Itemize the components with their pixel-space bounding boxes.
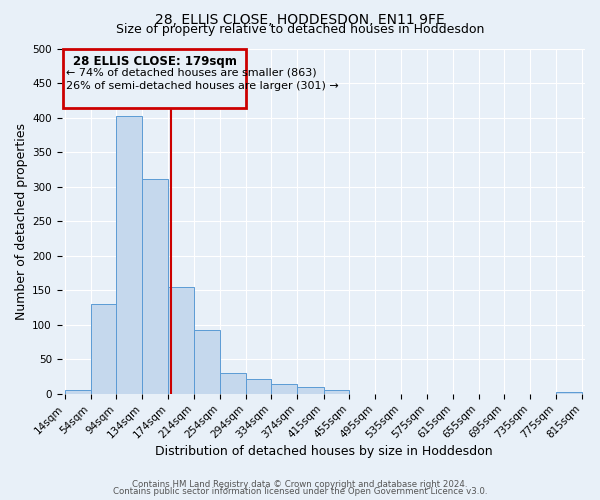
Bar (116, 116, 142, 394)
Text: Contains public sector information licensed under the Open Government Licence v3: Contains public sector information licen… (113, 488, 487, 496)
Bar (245, 380, 271, 394)
Bar (297, 387, 323, 394)
Bar (65, 390, 91, 394)
Bar (91, 304, 116, 394)
X-axis label: Distribution of detached houses by size in Hoddesdon: Distribution of detached houses by size … (155, 444, 492, 458)
Bar (220, 373, 245, 394)
Text: 28, ELLIS CLOSE, HODDESDON, EN11 9FE: 28, ELLIS CLOSE, HODDESDON, EN11 9FE (155, 12, 445, 26)
Bar (168, 287, 194, 394)
Y-axis label: Number of detached properties: Number of detached properties (15, 123, 28, 320)
Text: 26% of semi-detached houses are larger (301) →: 26% of semi-detached houses are larger (… (65, 80, 338, 90)
FancyBboxPatch shape (63, 49, 246, 108)
Text: ← 74% of detached houses are smaller (863): ← 74% of detached houses are smaller (86… (65, 68, 316, 78)
Bar (271, 384, 297, 394)
Text: Size of property relative to detached houses in Hoddesdon: Size of property relative to detached ho… (116, 22, 484, 36)
Bar (323, 390, 349, 394)
Bar (142, 180, 168, 394)
Text: 28 ELLIS CLOSE: 179sqm: 28 ELLIS CLOSE: 179sqm (73, 55, 236, 68)
Bar (556, 392, 582, 394)
Bar (194, 330, 220, 394)
Text: Contains HM Land Registry data © Crown copyright and database right 2024.: Contains HM Land Registry data © Crown c… (132, 480, 468, 489)
